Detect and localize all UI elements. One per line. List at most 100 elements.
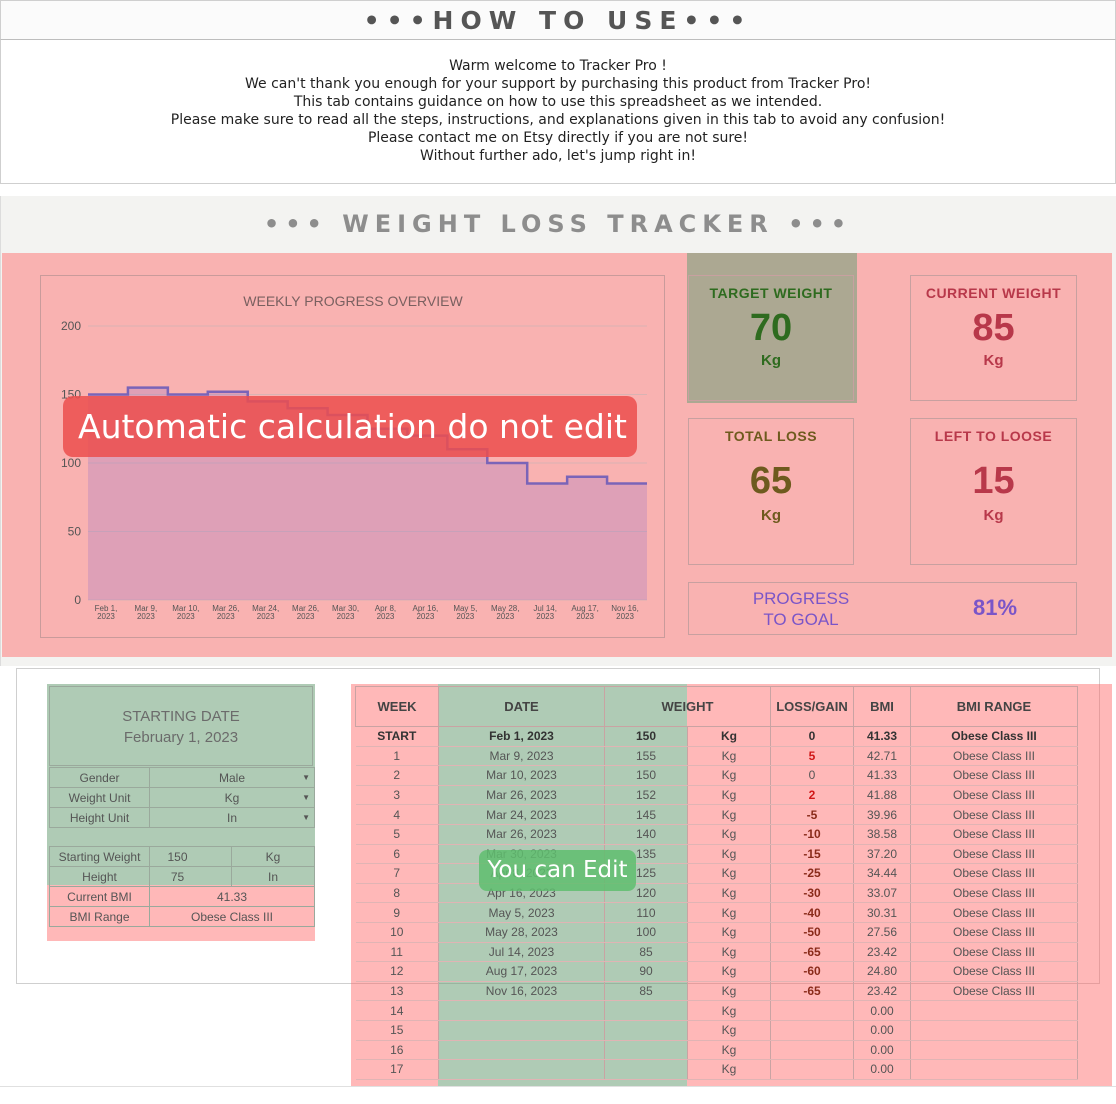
cell-loss-gain: -65 [770, 981, 854, 1002]
x-tick-label: 2023 [257, 612, 275, 621]
current-bmi-value: 41.33 [149, 886, 315, 907]
height-unit-value: In [226, 810, 237, 825]
height-input[interactable]: 75 [149, 866, 232, 887]
cell-bmi: 33.07 [853, 883, 911, 904]
x-tick-label: 2023 [536, 612, 554, 621]
height-unit-dropdown[interactable]: In ▼ [149, 807, 315, 828]
cell-bmi: 0.00 [853, 1000, 911, 1021]
cell-date[interactable] [438, 1000, 605, 1021]
progress-label: PROGRESS TO GOAL [689, 588, 913, 630]
col-header-bmi: BMI [853, 686, 911, 727]
cell-date[interactable]: Mar 9, 2023 [438, 746, 605, 767]
cell-bmi: 38.58 [853, 824, 911, 845]
cell-weight[interactable]: 140 [604, 824, 688, 845]
cell-loss-gain: 0 [770, 765, 854, 786]
measurements-table: Starting Weight 150 Kg Height 75 In Curr… [49, 846, 315, 927]
table-row: 8 Apr 16, 2023 120 Kg -30 33.07 Obese Class II… [355, 883, 1078, 904]
cell-bmi-range [910, 1020, 1078, 1041]
cell-week: 15 [355, 1020, 439, 1041]
cell-date[interactable]: May 28, 2023 [438, 922, 605, 943]
starting-date-value[interactable]: February 1, 2023 [123, 729, 239, 746]
bmi-range-value: Obese Class III [149, 906, 315, 927]
cell-unit: Kg [687, 883, 771, 904]
cell-weight[interactable] [604, 1059, 688, 1080]
cell-date[interactable]: Mar 26, 2023 [438, 824, 605, 845]
cell-loss-gain: -25 [770, 863, 854, 884]
cell-unit: Kg [687, 785, 771, 806]
cell-weight[interactable]: 90 [604, 961, 688, 982]
cell-date[interactable]: Mar 26, 2023 [438, 785, 605, 806]
cell-weight[interactable]: 110 [604, 902, 688, 923]
cell-date[interactable]: Mar 24, 2023 [438, 804, 605, 825]
x-tick-label: 2023 [496, 612, 514, 621]
bmi-range-row: BMI Range Obese Class III [49, 906, 315, 927]
cell-bmi: 42.71 [853, 746, 911, 767]
cell-unit: Kg [687, 844, 771, 865]
dropdown-arrow-icon: ▼ [302, 773, 310, 782]
cell-bmi-range: Obese Class III [910, 863, 1078, 884]
x-tick-label: Mar 9, [135, 604, 158, 613]
cell-weight[interactable]: 150 [604, 726, 688, 747]
table-row: 12 Aug 17, 2023 90 Kg -60 24.80 Obese Class II… [355, 961, 1078, 982]
cell-unit: Kg [687, 746, 771, 767]
cell-week: 14 [355, 1000, 439, 1021]
cell-date[interactable]: May 5, 2023 [438, 902, 605, 923]
cell-date[interactable]: Jul 14, 2023 [438, 942, 605, 963]
col-header-weight: WEIGHT [604, 686, 771, 727]
cell-date[interactable] [438, 1040, 605, 1061]
cell-loss-gain [770, 1059, 854, 1080]
x-tick-label: Mar 26, [212, 604, 239, 613]
dropdown-arrow-icon: ▼ [302, 793, 310, 802]
cell-loss-gain: 0 [770, 726, 854, 747]
cell-week: 5 [355, 824, 439, 845]
cell-weight[interactable]: 150 [604, 765, 688, 786]
cell-loss-gain: -40 [770, 902, 854, 923]
cell-unit: Kg [687, 765, 771, 786]
cell-bmi: 41.88 [853, 785, 911, 806]
cell-date[interactable] [438, 1059, 605, 1080]
cell-unit: Kg [687, 1020, 771, 1041]
cell-weight[interactable]: 85 [604, 981, 688, 1002]
cell-bmi: 37.20 [853, 844, 911, 865]
cell-weight[interactable] [604, 1020, 688, 1041]
cell-weight[interactable]: 100 [604, 922, 688, 943]
table-header-row: WEEK DATE WEIGHT LOSS/GAIN BMI BMI RANGE [355, 686, 1078, 727]
y-tick-label: 200 [61, 319, 81, 333]
col-header-date: DATE [438, 686, 605, 727]
cell-weight[interactable]: 152 [604, 785, 688, 806]
cell-date[interactable]: Mar 10, 2023 [438, 765, 605, 786]
cell-weight[interactable] [604, 1040, 688, 1061]
gender-dropdown[interactable]: Male ▼ [149, 767, 315, 788]
x-tick-label: 2023 [616, 612, 634, 621]
cell-loss-gain: -15 [770, 844, 854, 865]
table-row: 13 Nov 16, 2023 85 Kg -65 23.42 Obese Class II… [355, 981, 1078, 1002]
gender-value: Male [218, 770, 245, 785]
auto-calc-label: Automatic calculation do not edit [63, 396, 637, 457]
cell-date[interactable]: Feb 1, 2023 [438, 726, 605, 747]
cell-loss-gain: -10 [770, 824, 854, 845]
cell-weight[interactable] [604, 1000, 688, 1021]
cell-week: 10 [355, 922, 439, 943]
target-weight-value[interactable]: 70 [749, 307, 793, 349]
cell-weight[interactable]: 145 [604, 804, 688, 825]
weight-unit-dropdown[interactable]: Kg ▼ [149, 787, 315, 808]
cell-date[interactable]: Nov 16, 2023 [438, 981, 605, 1002]
cell-loss-gain: -30 [770, 883, 854, 904]
x-tick-label: Mar 26, [292, 604, 319, 613]
cell-date[interactable] [438, 1020, 605, 1041]
x-tick-label: 2023 [177, 612, 195, 621]
y-tick-label: 50 [68, 525, 82, 539]
cell-weight[interactable]: 155 [604, 746, 688, 767]
cell-date[interactable]: Aug 17, 2023 [438, 961, 605, 982]
total-loss-card: TOTAL LOSS 65 Kg [688, 418, 854, 565]
table-row: 2 Mar 10, 2023 150 Kg 0 41.33 Obese Class III [355, 765, 1078, 786]
x-tick-label: 2023 [137, 612, 155, 621]
x-tick-label: Apr 8, [375, 604, 396, 613]
cell-bmi-range: Obese Class III [910, 961, 1078, 982]
height-label: Height [49, 866, 150, 887]
cell-weight[interactable]: 85 [604, 942, 688, 963]
starting-weight-input[interactable]: 150 [149, 846, 232, 867]
cell-week: 1 [355, 746, 439, 767]
left-to-loose-value: 15 [972, 460, 1015, 502]
